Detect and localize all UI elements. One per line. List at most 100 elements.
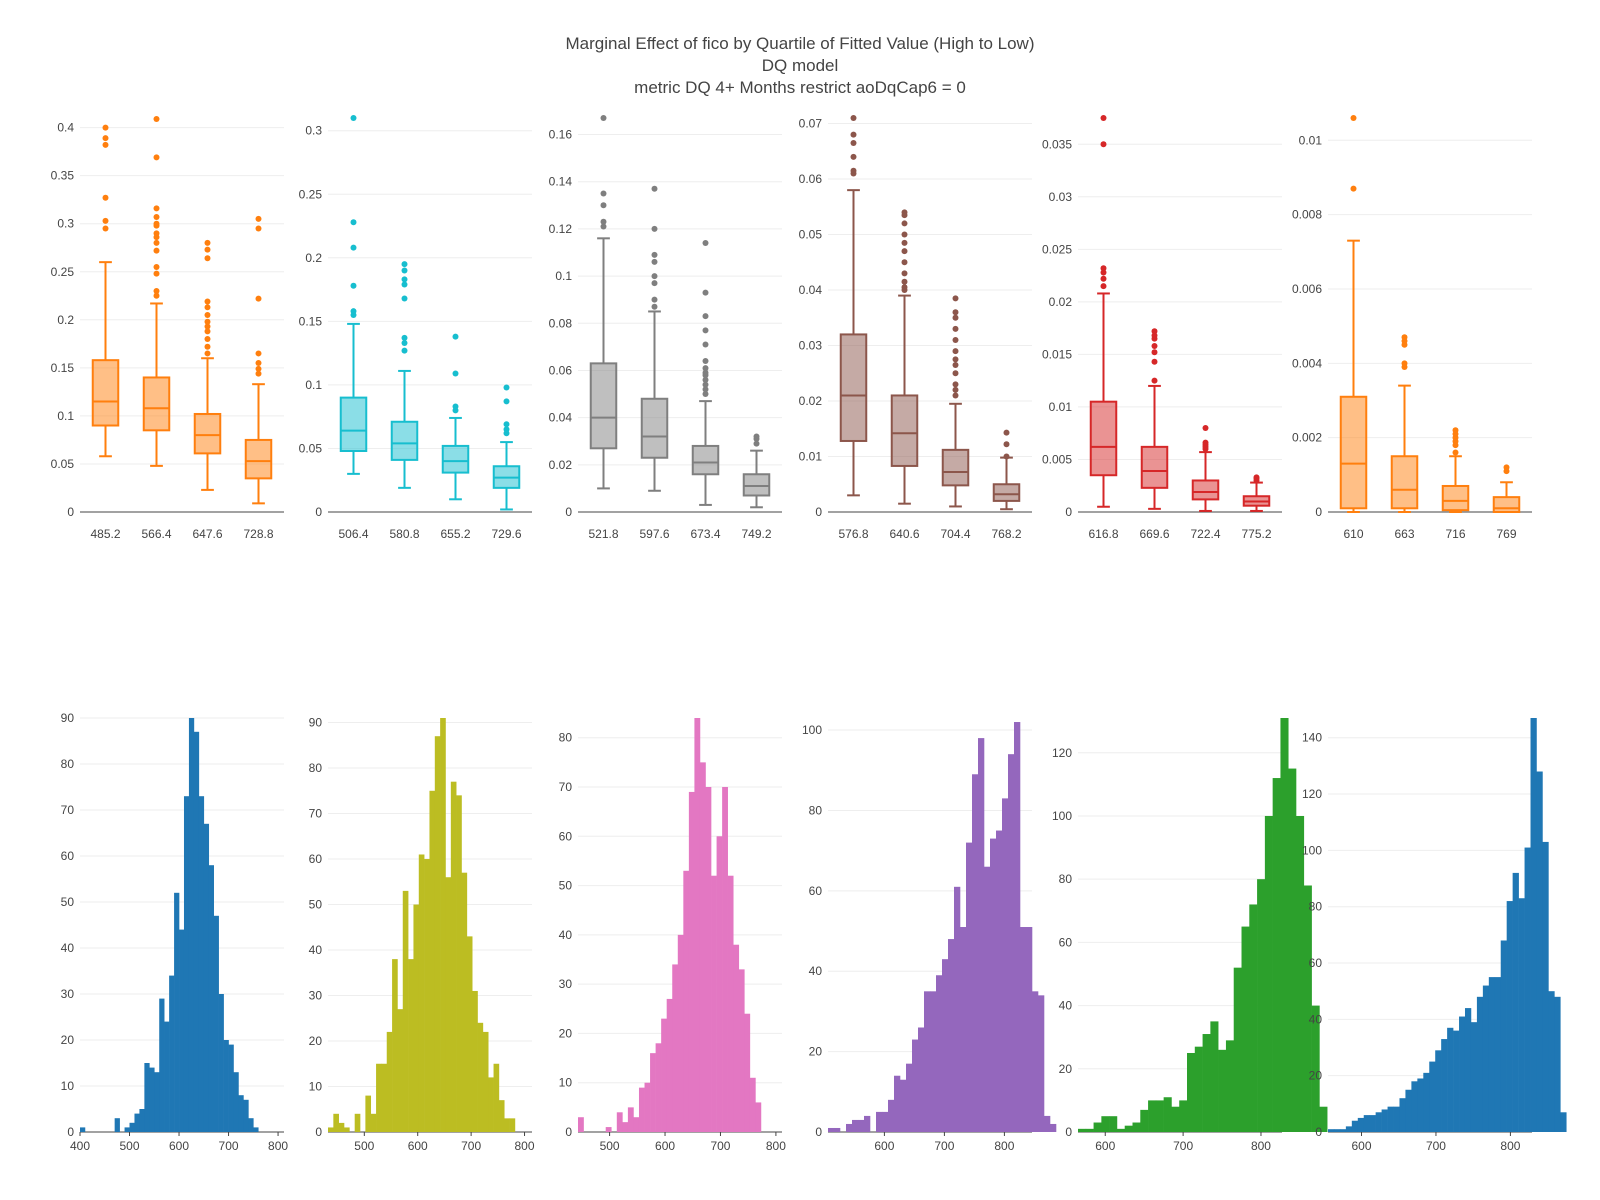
outlier-point <box>952 295 959 302</box>
histogram-bar <box>1548 991 1555 1132</box>
histogram-bar <box>1530 718 1537 1132</box>
outlier-point <box>702 391 709 398</box>
outlier-point <box>1401 360 1408 367</box>
outlier-point <box>702 358 709 365</box>
outlier-point <box>102 194 109 201</box>
outlier-point <box>600 202 607 209</box>
histogram-bar <box>233 1072 239 1132</box>
box-4 <box>742 433 771 509</box>
outlier-point <box>401 339 408 346</box>
outlier-point <box>401 347 408 354</box>
x-tick-label: 700 <box>710 1139 730 1153</box>
histogram-bar <box>1148 1100 1157 1132</box>
histogram-bar <box>1399 1098 1406 1132</box>
histogram-bar <box>370 1113 377 1132</box>
box-1 <box>1339 115 1368 513</box>
histogram-bar <box>755 1102 762 1132</box>
histogram-bar <box>174 892 180 1132</box>
x-tick-label: 580.8 <box>389 527 419 541</box>
box-4 <box>492 384 521 511</box>
subplot-7: 0 10 20 30 40 50 60 70 80 90 400 500 600 700 800 <box>61 711 289 1153</box>
x-tick-label: 716 <box>1445 527 1465 541</box>
histogram-bar <box>733 944 740 1132</box>
histogram-bar <box>1524 847 1531 1132</box>
y-tick-label: 20 <box>809 1045 823 1059</box>
histogram-bar <box>1423 1072 1430 1132</box>
histogram-bar <box>149 1067 155 1132</box>
histogram-bar <box>466 936 473 1132</box>
y-tick-label: 60 <box>61 849 75 863</box>
y-tick-label: 30 <box>559 977 573 991</box>
y-tick-label: 90 <box>309 716 323 730</box>
y-tick-label: 80 <box>809 803 823 817</box>
box-3 <box>441 333 470 501</box>
x-tick-label: 600 <box>408 1139 428 1153</box>
outlier-point <box>702 240 709 247</box>
histogram-bar <box>183 796 190 1132</box>
histogram-bar <box>397 1009 404 1132</box>
histogram-bar <box>705 787 712 1132</box>
histogram-bar <box>1488 977 1496 1132</box>
outlier-point <box>952 392 959 399</box>
outlier-point <box>452 403 459 410</box>
histogram-bar <box>1560 1112 1567 1132</box>
histogram-bar <box>942 959 949 1132</box>
outlier-point <box>1253 474 1260 481</box>
box-4 <box>992 429 1021 511</box>
box-2 <box>890 209 919 505</box>
histogram-bar <box>1453 1030 1460 1132</box>
outlier-point <box>350 115 357 121</box>
histogram-bar <box>154 1072 160 1132</box>
outlier-point <box>153 247 160 254</box>
y-tick-label: 0.02 <box>1049 295 1073 309</box>
histogram-bar <box>1357 1117 1365 1132</box>
subplot-1: 0 0.05 0.1 0.15 0.2 0.25 0.3 0.35 0.4 485.2 566.4 6… <box>51 115 284 541</box>
histogram-bar <box>1008 754 1015 1132</box>
outlier-point <box>901 259 908 266</box>
histogram-bar <box>169 975 175 1132</box>
y-tick-label: 120 <box>1302 787 1322 801</box>
histogram-bar <box>1339 1129 1347 1132</box>
histogram-bar <box>1225 1040 1235 1132</box>
y-tick-label: 0.01 <box>799 450 823 464</box>
y-tick-label: 10 <box>309 1080 323 1094</box>
outlier-point <box>753 440 760 447</box>
outlier-point <box>204 255 211 262</box>
box-2 <box>1390 334 1419 513</box>
outlier-point <box>255 225 262 232</box>
histogram-bar <box>488 1077 494 1132</box>
histogram-bar <box>498 1100 505 1132</box>
histogram-bar <box>392 959 398 1132</box>
histogram-bar <box>248 1118 254 1132</box>
x-tick-label: 500 <box>119 1139 139 1153</box>
box-1 <box>1089 115 1118 508</box>
y-tick-label: 100 <box>1052 809 1072 823</box>
x-tick-label: 400 <box>70 1139 90 1153</box>
histogram-bar <box>655 1043 662 1132</box>
outlier-point <box>1003 441 1010 448</box>
x-tick-label: 769 <box>1496 527 1516 541</box>
histogram-bar <box>1132 1122 1141 1132</box>
y-tick-label: 0.05 <box>51 457 75 471</box>
outlier-point <box>850 115 857 121</box>
histogram-bar <box>408 959 414 1132</box>
histogram-bar <box>253 1127 259 1132</box>
histogram-bar <box>749 1077 756 1132</box>
outlier-point <box>153 213 160 220</box>
outlier-point <box>401 261 408 268</box>
x-tick-label: 663 <box>1394 527 1414 541</box>
y-tick-label: 0.25 <box>299 187 323 201</box>
outlier-point <box>204 323 211 330</box>
y-tick-label: 0.1 <box>555 269 572 283</box>
y-tick-label: 80 <box>1309 900 1323 914</box>
histogram-bar <box>972 774 979 1132</box>
box-body <box>640 397 669 459</box>
y-tick-label: 0 <box>815 1125 822 1139</box>
histogram-bar <box>633 1117 640 1132</box>
box-2 <box>390 261 419 489</box>
histogram-bar <box>1512 872 1519 1132</box>
x-tick-label: 700 <box>934 1139 954 1153</box>
x-tick-label: 700 <box>1426 1139 1446 1153</box>
outlier-point <box>952 386 959 393</box>
